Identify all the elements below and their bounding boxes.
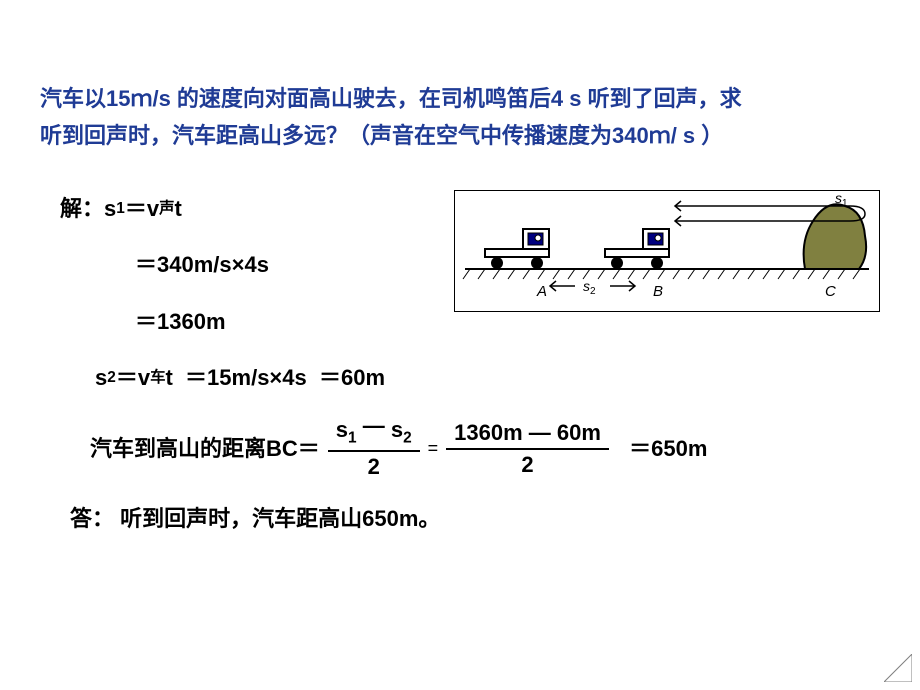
- truck-b-icon: [605, 229, 669, 269]
- s1-lhs: s: [104, 185, 116, 233]
- s2-line: s2 ＝ v车 t ＝15m/s×4s ＝60m: [95, 354, 880, 402]
- s1-label: s: [835, 191, 842, 206]
- label-c: C: [825, 283, 836, 300]
- f1d: —: [363, 413, 385, 438]
- s2-eq: ＝: [116, 354, 138, 402]
- solve-label: 解：: [60, 185, 104, 233]
- diagram: s 1 s 2 A B C: [454, 190, 880, 312]
- question-text: 汽车以15ｍ/s 的速度向对面高山驶去，在司机鸣笛后4 s 听到了回声，求 听到…: [40, 80, 880, 155]
- s2-v: v: [138, 354, 150, 402]
- s2-sub: 2: [590, 286, 596, 297]
- label-b: B: [653, 283, 663, 300]
- question-line2: 听到回声时，汽车距高山多远？（声音在空气中传播速度为340ｍ/ s ）: [40, 123, 723, 148]
- question-line1: 汽车以15ｍ/s 的速度向对面高山驶去，在司机鸣笛后4 s 听到了回声，求: [40, 86, 742, 111]
- eq-small: =: [428, 429, 439, 469]
- s2-lhs: s: [95, 354, 107, 402]
- frac1: s1 — s2 2: [328, 417, 420, 480]
- s1-t: t: [175, 185, 182, 233]
- f1bs: 2: [403, 430, 412, 447]
- page-corner-fold-icon: [884, 654, 912, 682]
- s2-label: s: [583, 278, 590, 294]
- s1-sub: 1: [116, 192, 125, 226]
- truck-a-icon: [485, 229, 549, 269]
- f2num: 1360m — 60m: [446, 420, 609, 450]
- s1-v: v: [147, 185, 159, 233]
- distance-line: 汽车到高山的距离BC＝ s1 — s2 2 = 1360m — 60m 2 ＝6…: [90, 417, 880, 480]
- f1as: 1: [348, 430, 357, 447]
- frac2: 1360m — 60m 2: [446, 420, 609, 479]
- s1-sub: 1: [842, 198, 848, 209]
- dist-result: ＝650m: [629, 425, 707, 473]
- s1-eq: ＝: [125, 185, 147, 233]
- s1-vsub: 声: [159, 192, 174, 226]
- s2-result: ＝60m: [319, 354, 385, 402]
- f1a: s: [336, 417, 348, 442]
- f2den: 2: [513, 450, 541, 478]
- answer-text: 听到回声时，汽车距高山650m。: [120, 506, 440, 531]
- s2-vsub: 车: [150, 361, 165, 395]
- dist-text: 汽车到高山的距离BC＝: [90, 425, 320, 473]
- s2-calc: ＝15m/s×4s: [185, 354, 307, 402]
- s2-t: t: [165, 354, 172, 402]
- f1b: s: [391, 417, 403, 442]
- s2-sub: 2: [107, 361, 116, 395]
- answer-label: 答：: [70, 506, 114, 531]
- mountain-icon: [804, 204, 867, 269]
- label-a: A: [536, 283, 547, 300]
- answer-line: 答： 听到回声时，汽车距高山650m。: [70, 501, 880, 533]
- f1den: 2: [360, 452, 388, 480]
